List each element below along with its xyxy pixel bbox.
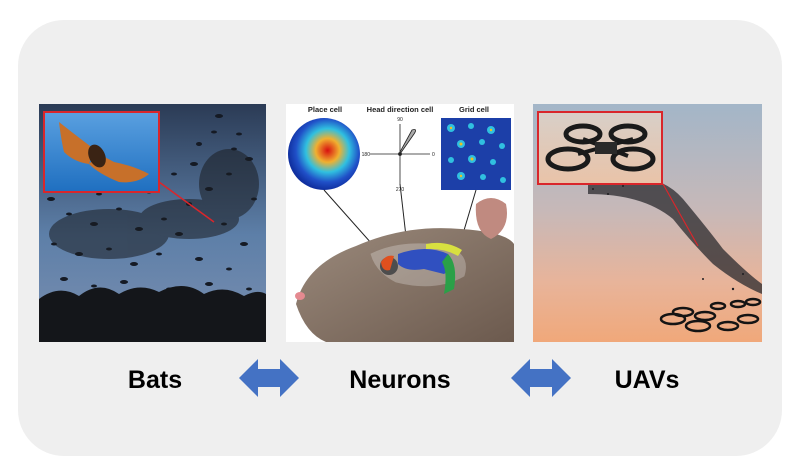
compass-south-label: 270 [396,187,405,193]
compass-west-label: 180 [362,152,371,158]
bat-inset [43,111,160,193]
bidirectional-arrow-icon [511,359,571,397]
place-field-map [288,118,360,190]
neurons-caption: Neurons [349,366,451,394]
head-direction-polar-plot [370,124,430,184]
uav-inset [537,111,663,185]
bats-caption: Bats [127,366,183,394]
grid-cell-map [441,118,511,190]
bats-photo [39,104,266,342]
uav-swarm-photo [533,104,762,342]
compass-east-label: 0 [432,152,435,158]
compass-north-label: 90 [397,117,403,123]
rat-head [295,198,514,342]
neurons-figure: Place cell Head direction cell Grid cell… [286,104,514,342]
grid-cell-label: Grid cell [459,105,489,114]
drone-group [659,297,762,333]
uavs-caption: UAVs [614,366,680,394]
bidirectional-arrow-icon [239,359,299,397]
place-cell-label: Place cell [308,105,342,114]
head-direction-cell-label: Head direction cell [367,105,434,114]
